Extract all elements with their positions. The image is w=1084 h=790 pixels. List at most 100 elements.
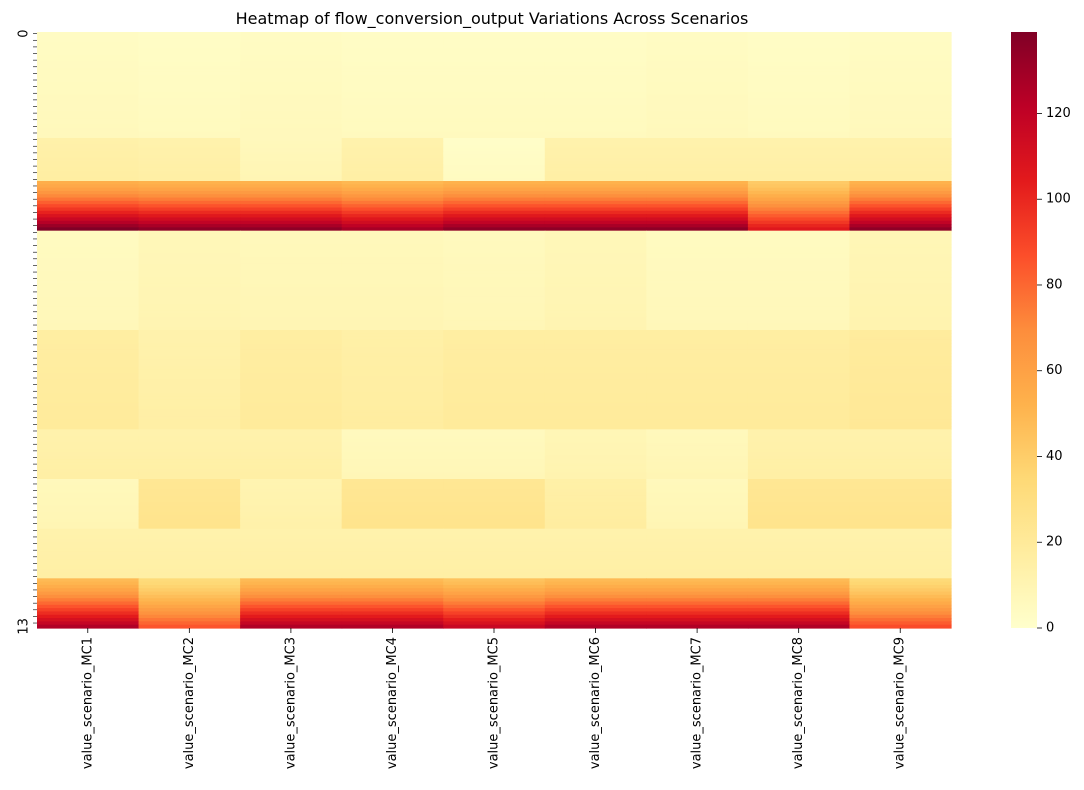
heatmap-cell: [240, 382, 343, 387]
heatmap-cell: [138, 55, 241, 60]
heatmap-cell: [37, 104, 140, 109]
heatmap-cell: [37, 210, 140, 215]
heatmap-cell: [443, 257, 546, 262]
heatmap-cell: [138, 283, 241, 288]
heatmap-cell: [747, 482, 851, 487]
heatmap-cell: [138, 108, 241, 113]
heatmap-cell: [646, 204, 749, 209]
heatmap-cell: [544, 167, 647, 172]
heatmap-cell: [849, 495, 952, 500]
heatmap-cell: [443, 137, 546, 142]
heatmap-cell: [341, 469, 444, 473]
heatmap-cell: [544, 58, 647, 63]
heatmap-cell: [747, 306, 851, 311]
heatmap-cell: [544, 508, 647, 513]
heatmap-cell: [443, 233, 546, 238]
heatmap-cell: [443, 227, 546, 232]
heatmap-cell: [37, 190, 140, 195]
heatmap-cell: [443, 568, 546, 573]
heatmap-cell: [849, 588, 952, 593]
heatmap-cell: [544, 190, 647, 195]
heatmap-cell: [544, 81, 647, 86]
heatmap-cell: [240, 316, 343, 321]
heatmap-cell: [747, 141, 851, 146]
heatmap-cell: [849, 214, 952, 219]
heatmap-cell: [849, 137, 952, 142]
heatmap-cell: [849, 482, 952, 487]
heatmap-cell: [341, 386, 444, 391]
heatmap-cell: [646, 339, 749, 344]
heatmap-cell: [646, 303, 749, 308]
heatmap-cell: [37, 399, 140, 404]
heatmap-cell: [443, 177, 546, 182]
heatmap-cell: [37, 147, 140, 152]
heatmap-cell: [443, 475, 546, 480]
heatmap-cell: [747, 81, 851, 86]
heatmap-cell: [849, 621, 952, 626]
heatmap-cell: [37, 237, 140, 242]
heatmap-cell: [544, 442, 647, 447]
heatmap-cell: [341, 412, 444, 417]
heatmap-cell: [849, 353, 952, 358]
heatmap-cell: [544, 88, 647, 93]
heatmap-cell: [240, 525, 343, 530]
heatmap-cell: [544, 326, 647, 331]
heatmap-cell: [240, 429, 343, 434]
heatmap-cell: [544, 217, 647, 222]
heatmap-cell: [849, 220, 952, 225]
heatmap-cell: [544, 240, 647, 245]
heatmap-cell: [544, 492, 647, 497]
heatmap-cell: [544, 181, 647, 185]
heatmap-cell: [849, 84, 952, 89]
heatmap-cell: [240, 419, 343, 424]
heatmap-cell: [646, 333, 749, 338]
heatmap-cell: [443, 363, 546, 368]
heatmap-cell: [138, 363, 241, 368]
heatmap-cell: [138, 230, 241, 235]
heatmap-cell: [240, 306, 343, 311]
heatmap-cell: [240, 495, 343, 500]
heatmap-cell: [849, 88, 952, 93]
colorbar-tick-label: 120: [1046, 106, 1071, 121]
heatmap-cell: [37, 124, 140, 129]
heatmap-cell: [747, 300, 851, 305]
heatmap-cell: [240, 469, 343, 473]
heatmap-cell: [443, 204, 546, 209]
heatmap-cell: [240, 263, 343, 268]
heatmap-cell: [138, 455, 241, 460]
heatmap-cell: [849, 217, 952, 222]
heatmap-cell: [240, 435, 343, 440]
heatmap-cell: [849, 522, 952, 526]
heatmap-cell: [747, 207, 851, 212]
heatmap-cell: [138, 227, 241, 232]
heatmap-cell: [849, 445, 952, 450]
heatmap-cell: [240, 230, 343, 235]
heatmap-cell: [138, 94, 241, 99]
heatmap-cell: [849, 94, 952, 99]
heatmap-cell: [544, 38, 647, 43]
heatmap-cell: [646, 200, 749, 205]
heatmap-cell: [138, 581, 241, 586]
heatmap-cell: [341, 396, 444, 401]
heatmap-cell: [544, 174, 647, 179]
heatmap-cell: [646, 131, 749, 136]
heatmap-cell: [849, 469, 952, 473]
heatmap-cell: [240, 104, 343, 109]
heatmap-cell: [849, 141, 952, 146]
heatmap-cell: [37, 608, 140, 613]
heatmap-cell: [849, 233, 952, 238]
heatmap-cell: [849, 61, 952, 66]
heatmap-cell: [37, 366, 140, 371]
heatmap-cell: [544, 184, 647, 189]
heatmap-cell: [443, 508, 546, 513]
heatmap-cell: [544, 121, 647, 126]
heatmap-cell: [747, 243, 851, 248]
heatmap-cell: [138, 91, 241, 96]
x-tick-label: value_scenario_MC1: [80, 637, 95, 769]
heatmap-cell: [443, 392, 546, 397]
heatmap-cell: [341, 323, 444, 328]
heatmap-cell: [138, 38, 241, 43]
heatmap-cell: [747, 608, 851, 613]
heatmap-cell: [240, 177, 343, 182]
heatmap-cell: [646, 588, 749, 593]
